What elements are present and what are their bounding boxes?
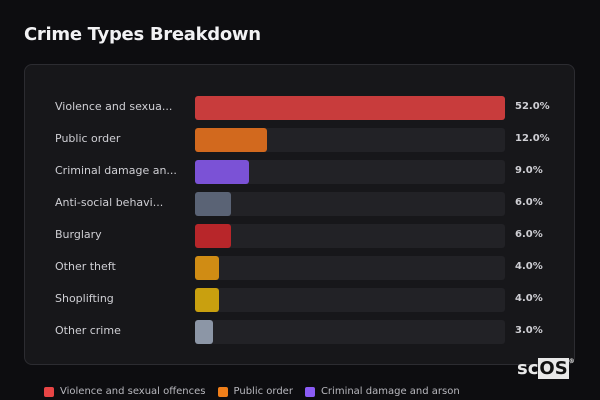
bar-row: Violence and sexua... 52.0%	[25, 96, 574, 120]
bar-track	[195, 160, 505, 184]
value-label: 4.0%	[515, 261, 543, 272]
bar[interactable]	[195, 96, 505, 120]
bar-track	[195, 128, 505, 152]
bar[interactable]	[195, 320, 213, 344]
bar[interactable]	[195, 192, 231, 216]
value-label: 6.0%	[515, 229, 543, 240]
bar[interactable]	[195, 160, 249, 184]
category-label: Burglary	[55, 228, 102, 241]
category-label: Public order	[55, 132, 121, 145]
category-label: Other crime	[55, 324, 121, 337]
bar[interactable]	[195, 288, 219, 312]
category-label: Violence and sexua...	[55, 100, 173, 113]
bar-row: Other crime 3.0%	[25, 320, 574, 344]
legend-label: Violence and sexual offences	[60, 386, 206, 397]
bar-row: Criminal damage an... 9.0%	[25, 160, 574, 184]
value-label: 3.0%	[515, 325, 543, 336]
legend-swatch	[217, 386, 228, 397]
bar-row: Burglary 6.0%	[25, 224, 574, 248]
bar[interactable]	[195, 256, 219, 280]
legend-item[interactable]: Public order	[217, 386, 293, 397]
bar-row: Public order 12.0%	[25, 128, 574, 152]
bar-track	[195, 96, 505, 120]
category-label: Anti-social behavi...	[55, 196, 164, 209]
category-label: Criminal damage an...	[55, 164, 177, 177]
legend-swatch	[304, 386, 315, 397]
bar[interactable]	[195, 224, 231, 248]
bar-row: Other theft 4.0%	[25, 256, 574, 280]
value-label: 6.0%	[515, 197, 543, 208]
scos-logo: scOS®	[517, 358, 575, 379]
value-label: 12.0%	[515, 133, 550, 144]
bar-row: Anti-social behavi... 6.0%	[25, 192, 574, 216]
value-label: 9.0%	[515, 165, 543, 176]
value-label: 4.0%	[515, 293, 543, 304]
legend-swatch	[44, 386, 54, 397]
legend: Violence and sexual offences Public order…	[44, 386, 460, 397]
bar-track	[195, 320, 505, 344]
bar-track	[195, 224, 505, 248]
bar-row: Shoplifting 4.0%	[25, 288, 574, 312]
legend-item[interactable]: Criminal damage and arson	[304, 386, 460, 397]
chart-panel: Violence and sexua... 52.0% Public order …	[24, 64, 575, 365]
bar-track	[195, 288, 505, 312]
legend-label: Criminal damage and arson	[320, 386, 460, 397]
category-label: Other theft	[55, 260, 116, 273]
value-label: 52.0%	[515, 101, 550, 112]
legend-item[interactable]: Violence and sexual offences	[44, 386, 206, 397]
bar[interactable]	[195, 128, 267, 152]
bar-track	[195, 192, 505, 216]
legend-label: Public order	[233, 386, 293, 397]
category-label: Shoplifting	[55, 292, 114, 305]
chart-title: Crime Types Breakdown	[24, 24, 261, 45]
bar-track	[195, 256, 505, 280]
